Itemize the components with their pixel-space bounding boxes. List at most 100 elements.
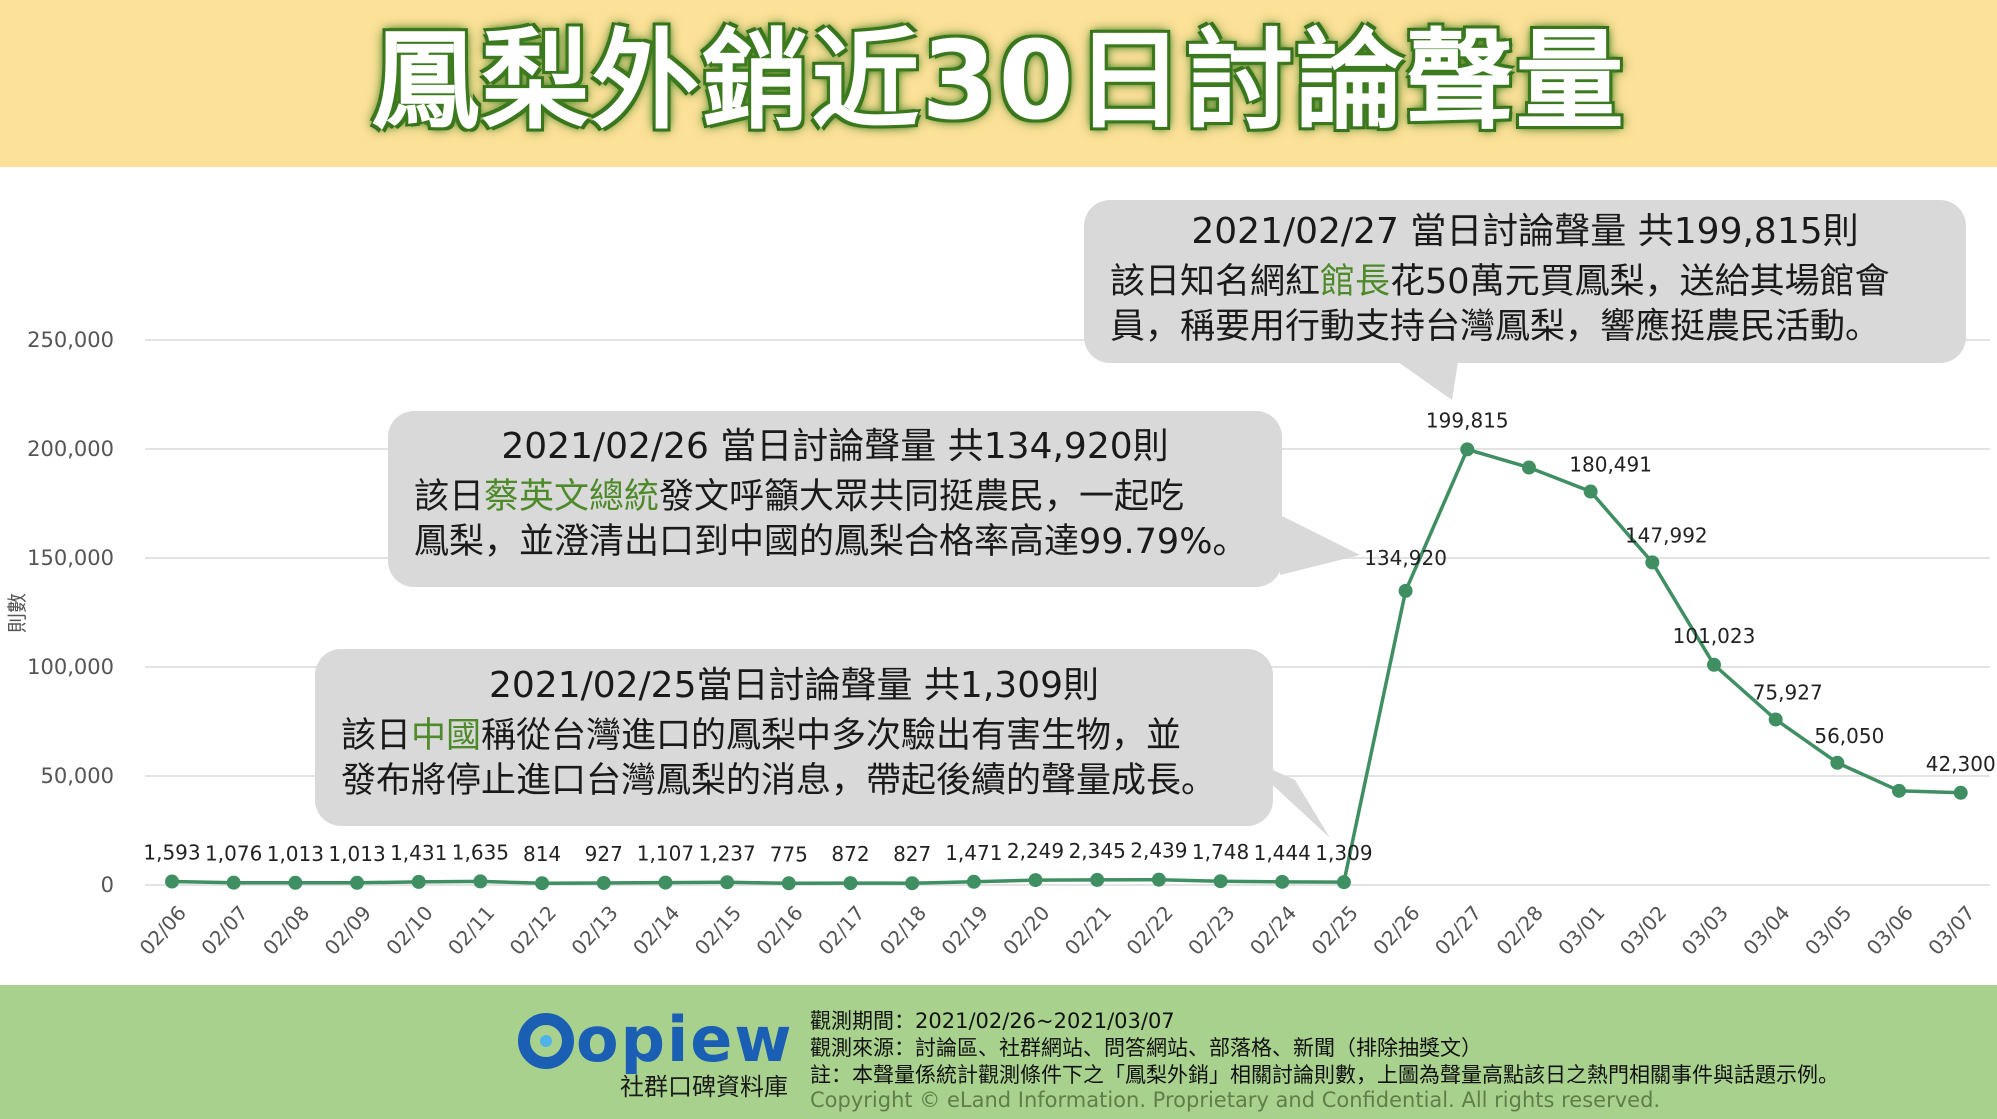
data-point [1336, 875, 1351, 890]
data-labels: 1,593 1,076 1,013 1,013 1,431 1,635 814 927 1,10… [143, 408, 1995, 866]
opview-logo: opiew [518, 1005, 794, 1075]
data-label: 2,345 [1069, 839, 1126, 863]
data-label: 1,748 [1192, 840, 1249, 864]
callout-0226-line-2: 鳳梨，並澄清出口到中國的鳳梨合格率高達99.79%。 [414, 522, 1248, 562]
callout-0225: 2021/02/25當日討論聲量 共1,309則 該日中國稱從台灣進口的鳳梨中多… [315, 649, 1273, 826]
data-label: 1,593 [143, 841, 200, 865]
x-tick-label: 03/01 [1553, 901, 1609, 960]
data-point [1768, 712, 1783, 727]
y-tick-label: 100,000 [27, 655, 114, 679]
data-point [1028, 873, 1043, 888]
data-point [1090, 872, 1105, 887]
x-tick-label: 02/10 [381, 901, 437, 960]
data-point [411, 874, 426, 889]
callout-0226-title: 2021/02/26 當日討論聲量 共134,920則 [501, 426, 1169, 467]
x-tick-label: 02/24 [1245, 901, 1301, 960]
callout-0226-body: 該日蔡英文總統發文呼籲大眾共同挺農民，一起吃 鳳梨，並澄清出口到中國的鳳梨合格率… [414, 475, 1282, 565]
data-point [1213, 874, 1228, 889]
header-banner: 鳳梨外銷近30日討論聲量 [0, 0, 1997, 167]
x-tick-label: 02/19 [936, 901, 992, 960]
data-point [226, 875, 241, 890]
highlight-president: 蔡英文總統 [484, 477, 660, 517]
data-label: 56,050 [1814, 724, 1884, 748]
data-point [596, 875, 611, 890]
callout-0226: 2021/02/26 當日討論聲量 共134,920則 該日蔡英文總統發文呼籲大… [388, 411, 1282, 587]
x-tick-label: 02/09 [320, 901, 376, 960]
page-title: 鳳梨外銷近30日討論聲量 [371, 19, 1626, 144]
data-label: 775 [770, 842, 808, 866]
data-point [781, 876, 796, 891]
data-point [720, 875, 735, 890]
data-label: 1,237 [698, 841, 755, 865]
callout-0225-title: 2021/02/25當日討論聲量 共1,309則 [489, 665, 1099, 706]
x-tick-label: 02/20 [998, 901, 1054, 960]
logo-text: opiew [576, 1005, 794, 1075]
data-label: 42,300 [1926, 752, 1996, 776]
logo-o-dot [540, 1035, 552, 1047]
data-point [658, 875, 673, 890]
x-tick-label: 03/03 [1677, 901, 1733, 960]
data-label: 199,815 [1426, 408, 1509, 432]
logo-o-ring [518, 1013, 574, 1069]
series-line [171, 447, 1961, 886]
callout-0227-body: 該日知名網紅館長花50萬元買鳳梨，送給其場館會 員，稱要用行動支持台灣鳳梨，響應… [1110, 260, 1966, 350]
data-label: 75,927 [1753, 680, 1823, 704]
callout-0226-line-1: 該日蔡英文總統發文呼籲大眾共同挺農民，一起吃 [414, 477, 1185, 517]
data-label: 1,431 [390, 841, 447, 865]
x-tick-label: 03/05 [1800, 901, 1856, 960]
x-tick-label: 02/18 [875, 901, 931, 960]
footer-source: 觀測來源：討論區、社群網站、問答網站、部落格、新聞（排除抽獎文） [810, 1036, 1482, 1060]
data-label: 872 [831, 842, 869, 866]
x-axis-ticks: 02/06 02/07 02/08 02/09 02/10 02/11 02/12 02/13… [135, 901, 1980, 960]
data-point [288, 875, 303, 890]
callout-0227-line-1: 該日知名網紅館長花50萬元買鳳梨，送給其場館會 [1110, 262, 1890, 302]
x-tick-label: 02/26 [1368, 901, 1424, 960]
y-tick-label: 150,000 [27, 546, 114, 570]
x-tick-label: 03/07 [1923, 901, 1979, 960]
data-point [1460, 442, 1475, 457]
data-point [1953, 785, 1968, 800]
callout-0227: 2021/02/27 當日討論聲量 共199,815則 該日知名網紅館長花50萬… [1084, 200, 1966, 363]
data-point [350, 875, 365, 890]
x-tick-label: 02/22 [1121, 901, 1177, 960]
data-label: 2,439 [1130, 839, 1187, 863]
data-label: 1,013 [328, 842, 385, 866]
y-axis-ticks: 0 50,000 100,000 150,000 200,000 250,000 [27, 328, 114, 897]
footer-note: 註：本聲量係統計觀測條件下之「鳳梨外銷」相關討論則數，上圖為聲量高點該日之熱門相… [810, 1063, 1839, 1087]
data-point [1645, 555, 1660, 570]
data-label: 147,992 [1625, 523, 1708, 547]
y-axis-label: 則數 [5, 593, 29, 633]
y-tick-label: 250,000 [27, 328, 114, 352]
highlight-china: 中國 [411, 716, 482, 756]
data-point [905, 876, 920, 891]
callout-0227-line-2: 員，稱要用行動支持台灣鳳梨，響應挺農民活動。 [1110, 307, 1881, 347]
data-label: 1,444 [1254, 841, 1311, 865]
x-tick-label: 02/25 [1307, 901, 1363, 960]
data-point [843, 876, 858, 891]
x-tick-label: 02/08 [258, 901, 314, 960]
data-label: 134,920 [1364, 546, 1447, 570]
data-label: 827 [893, 842, 931, 866]
data-point [1892, 783, 1907, 798]
y-tick-label: 50,000 [41, 764, 114, 788]
y-tick-label: 0 [101, 873, 114, 897]
data-point [1275, 874, 1290, 889]
y-tick-label: 200,000 [27, 437, 114, 461]
x-tick-label: 02/28 [1492, 901, 1548, 960]
callout-pointer-2 [1280, 515, 1360, 575]
data-point [1521, 460, 1536, 475]
x-tick-label: 02/16 [751, 901, 807, 960]
x-tick-label: 03/06 [1862, 901, 1918, 960]
data-point [966, 874, 981, 889]
data-label: 814 [523, 842, 561, 866]
data-points [165, 442, 1968, 891]
data-point [1707, 657, 1721, 672]
line-chart: 0 50,000 100,000 150,000 200,000 250,000 則數 1… [5, 328, 1996, 960]
x-tick-label: 02/11 [443, 901, 499, 960]
data-point [1583, 484, 1598, 499]
x-tick-label: 02/14 [628, 901, 684, 960]
data-point [1830, 755, 1845, 770]
x-tick-label: 02/07 [196, 901, 252, 960]
callout-0225-body: 該日中國稱從台灣進口的鳳梨中多次驗出有害生物，並 發布將停止進口台灣鳳梨的消息，… [341, 714, 1273, 804]
data-point [165, 874, 179, 889]
